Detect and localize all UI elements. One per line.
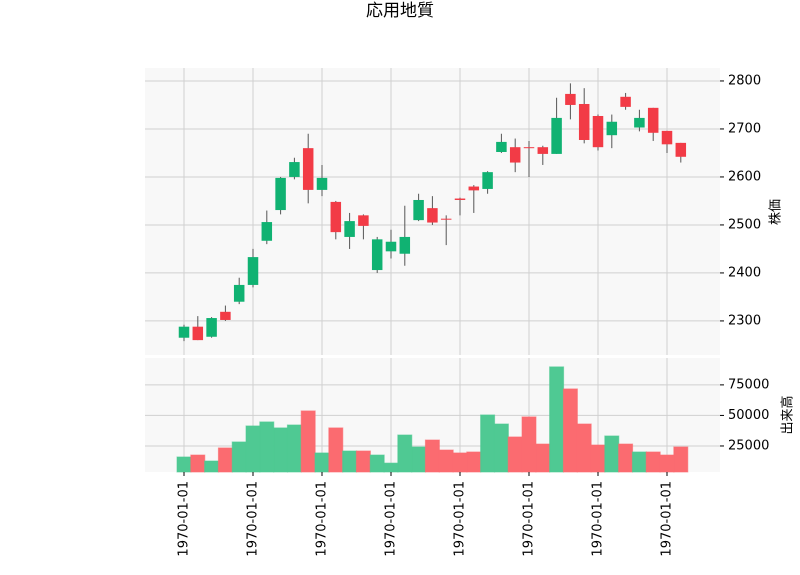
volume-bar (411, 446, 427, 473)
candle-body (440, 218, 452, 220)
candle-body (344, 221, 355, 237)
candle-body (289, 162, 300, 177)
candle-body (220, 311, 231, 320)
volume-bar (466, 451, 482, 473)
y-axis-label: 株価 (769, 199, 784, 225)
x-tick-label: 1970-01-01 (177, 481, 192, 557)
y-tick-label: 2500 (728, 217, 761, 232)
candle-body (675, 142, 687, 157)
candle-body (371, 239, 383, 271)
y-tick-label: 2600 (728, 169, 761, 184)
volume-bar (438, 449, 454, 473)
volume-bar (673, 446, 689, 473)
volume-bar (355, 450, 371, 473)
volume-bar (507, 436, 523, 473)
volume-bar (576, 423, 592, 473)
candle-body (427, 208, 438, 223)
candle-body (316, 177, 328, 190)
volume-bar (245, 425, 261, 473)
volume-bar (259, 421, 275, 473)
y-tick-label: 2400 (728, 265, 761, 280)
x-tick-label: 1970-01-01 (384, 481, 399, 557)
candle-body (206, 318, 217, 337)
candle-body (330, 201, 342, 233)
x-tick-label: 1970-01-01 (315, 481, 330, 557)
candle-body (399, 236, 411, 254)
y-tick-label: 50000 (728, 408, 769, 423)
volume-bar (521, 416, 537, 473)
volume-bar (631, 451, 647, 473)
y-tick-label: 75000 (728, 377, 769, 392)
volume-bar (286, 424, 302, 473)
volume-bar (300, 410, 316, 473)
candle-body (565, 93, 576, 105)
candle-body (606, 121, 618, 136)
candle-body (537, 147, 549, 154)
y-axis-label: 出来高 (780, 395, 796, 434)
candle-body (661, 130, 673, 145)
y-tick-label: 2700 (728, 121, 761, 136)
volume-bar (314, 452, 330, 473)
volume-bar (562, 388, 578, 473)
volume-bar (204, 460, 220, 473)
volume-bar (342, 450, 358, 473)
candle-body (496, 141, 507, 152)
volume-bar (190, 454, 206, 473)
y-tick-label: 2300 (728, 313, 761, 328)
candle-body (620, 96, 631, 107)
candle-body (647, 107, 659, 133)
volume-bar (549, 366, 565, 473)
volume-bar (535, 443, 551, 473)
x-tick-label: 1970-01-01 (522, 481, 537, 557)
volume-bar (383, 462, 399, 473)
candle-body (482, 172, 493, 189)
volume-bar (493, 423, 509, 473)
candle-body (468, 186, 480, 191)
volume-bar (397, 434, 413, 473)
candle-body (413, 199, 424, 221)
candle-body (192, 326, 204, 341)
candle-body (578, 103, 590, 140)
candle-body (634, 117, 645, 128)
volume-bar (369, 454, 385, 473)
volume-bar (273, 427, 289, 473)
volume-bar (480, 414, 496, 473)
volume-bar (590, 444, 606, 473)
candle-body (385, 241, 397, 252)
volume-bar (217, 447, 233, 473)
candle-body (178, 326, 190, 338)
volume-bar (452, 452, 468, 473)
volume-bar (231, 441, 247, 473)
volume-bar (328, 427, 344, 473)
candle-body (358, 215, 369, 226)
candle-body (592, 115, 604, 148)
candle-body (247, 257, 259, 285)
candle-body (275, 177, 286, 211)
candle-body (551, 117, 562, 154)
y-tick-label: 25000 (728, 438, 769, 453)
x-tick-label: 1970-01-01 (660, 481, 675, 557)
candle-body (509, 147, 521, 163)
volume-bar (176, 456, 192, 473)
volume-bar (424, 439, 440, 473)
x-tick-label: 1970-01-01 (246, 481, 261, 557)
volume-bar (645, 451, 661, 473)
candle-body (454, 198, 466, 200)
y-tick-label: 2800 (728, 73, 761, 88)
x-tick-label: 1970-01-01 (591, 481, 606, 557)
candle-body (302, 148, 314, 190)
volume-bar (618, 443, 634, 473)
candle-body (233, 284, 245, 302)
x-tick-label: 1970-01-01 (453, 481, 468, 557)
chart-title: 応用地質 (366, 1, 434, 21)
candle-body (261, 222, 273, 241)
volume-bar (659, 454, 675, 473)
candle-body (523, 147, 535, 149)
volume-bar (604, 435, 620, 473)
